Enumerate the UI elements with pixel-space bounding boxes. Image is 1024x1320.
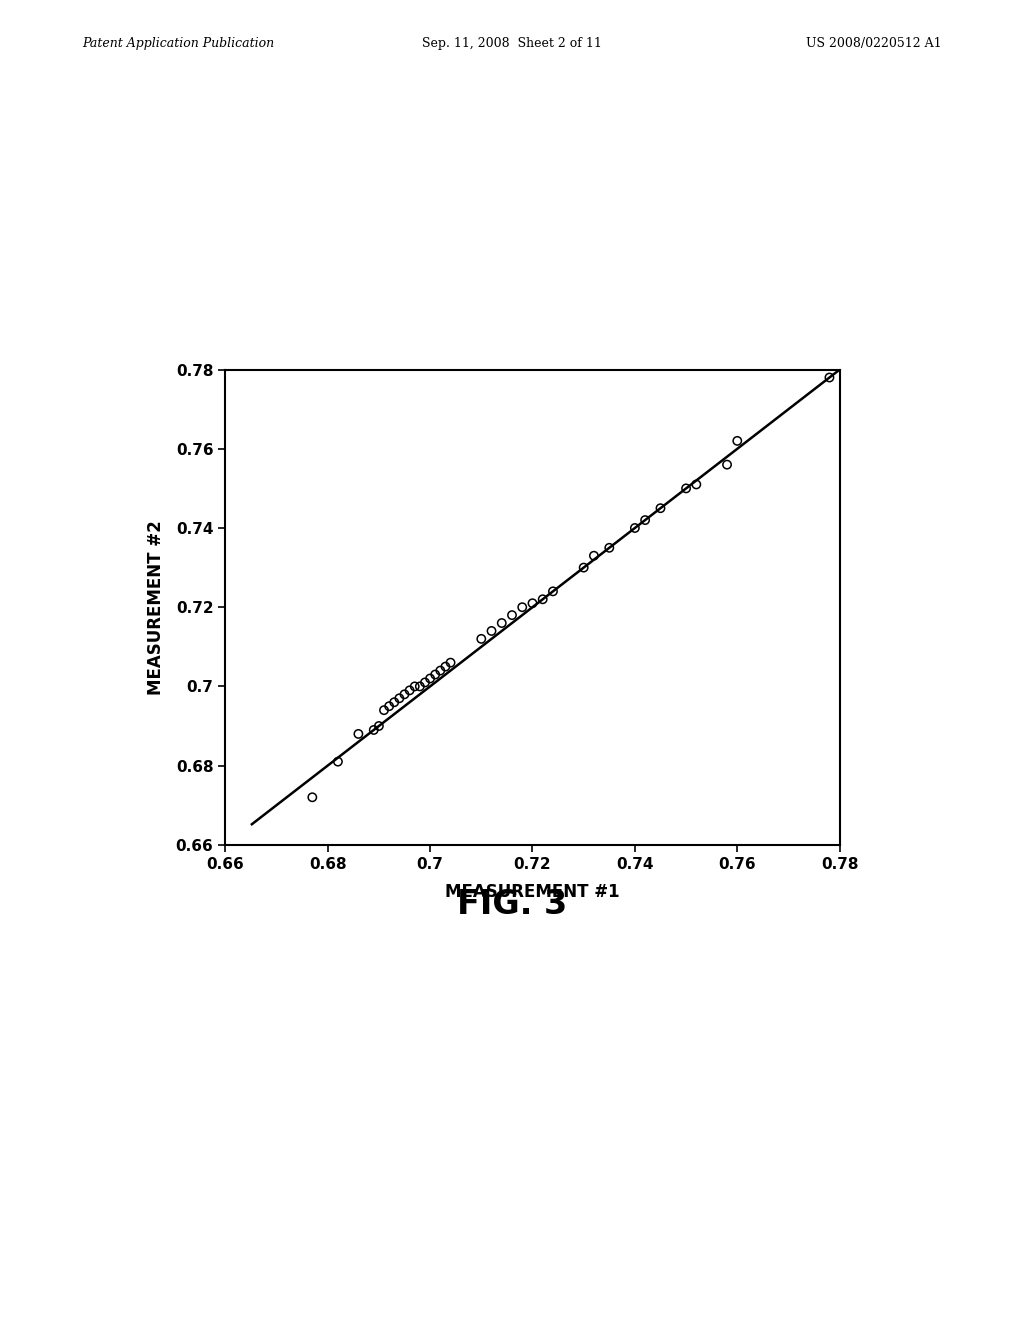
Point [494, 612, 510, 634]
Text: FIG. 3: FIG. 3 [457, 888, 567, 921]
Point [401, 680, 418, 701]
Text: Patent Application Publication: Patent Application Publication [82, 37, 274, 50]
Point [637, 510, 653, 531]
Point [575, 557, 592, 578]
Point [330, 751, 346, 772]
Point [371, 715, 387, 737]
Point [483, 620, 500, 642]
Text: US 2008/0220512 A1: US 2008/0220512 A1 [807, 37, 942, 50]
Point [821, 367, 838, 388]
Point [652, 498, 669, 519]
Point [586, 545, 602, 566]
Point [422, 668, 438, 689]
Point [381, 696, 397, 717]
Point [442, 652, 459, 673]
Point [412, 676, 428, 697]
Point [427, 664, 443, 685]
Point [376, 700, 392, 721]
Point [545, 581, 561, 602]
Point [504, 605, 520, 626]
Point [601, 537, 617, 558]
Point [396, 684, 413, 705]
Point [366, 719, 382, 741]
X-axis label: MEASUREMENT #1: MEASUREMENT #1 [445, 883, 620, 900]
Point [350, 723, 367, 744]
Point [417, 672, 433, 693]
Point [432, 660, 449, 681]
Point [407, 676, 423, 697]
Point [688, 474, 705, 495]
Point [719, 454, 735, 475]
Point [627, 517, 643, 539]
Point [473, 628, 489, 649]
Point [304, 787, 321, 808]
Text: Sep. 11, 2008  Sheet 2 of 11: Sep. 11, 2008 Sheet 2 of 11 [422, 37, 602, 50]
Point [535, 589, 551, 610]
Y-axis label: MEASUREMENT #2: MEASUREMENT #2 [146, 520, 165, 694]
Point [678, 478, 694, 499]
Point [514, 597, 530, 618]
Point [729, 430, 745, 451]
Point [386, 692, 402, 713]
Point [437, 656, 454, 677]
Point [524, 593, 541, 614]
Point [391, 688, 408, 709]
